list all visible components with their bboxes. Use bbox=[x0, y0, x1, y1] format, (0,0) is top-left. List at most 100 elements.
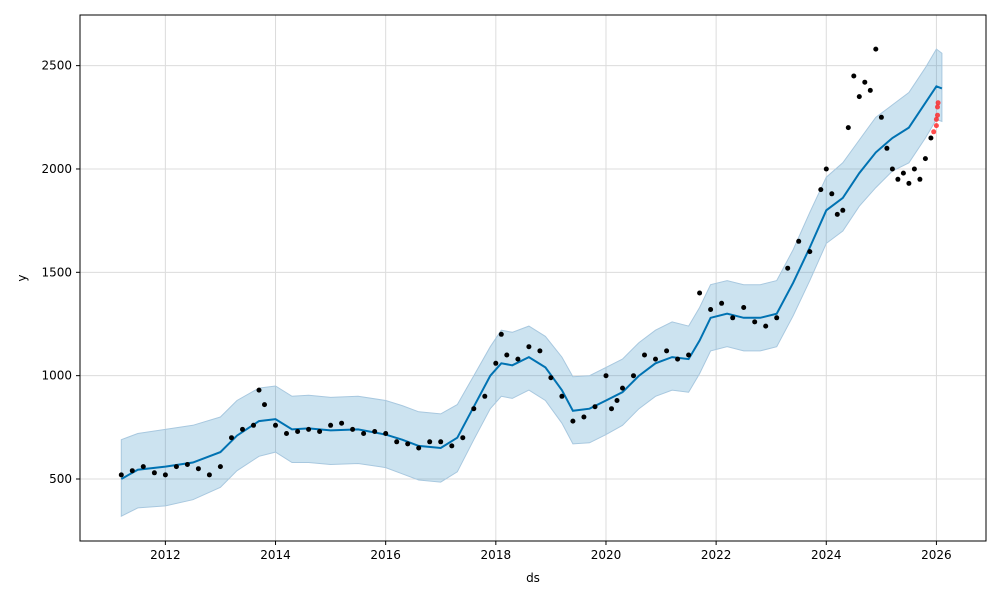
actual-point bbox=[449, 443, 455, 449]
forecast-line bbox=[120, 85, 943, 480]
actual-point bbox=[614, 398, 620, 403]
actual-point bbox=[785, 265, 791, 271]
actual-point bbox=[856, 94, 862, 100]
actual-point bbox=[878, 114, 884, 120]
actual-point bbox=[394, 439, 400, 445]
actual-point bbox=[796, 238, 802, 244]
actual-point bbox=[306, 426, 312, 432]
actual-point bbox=[438, 439, 444, 445]
actual-point bbox=[416, 445, 422, 451]
actual-point bbox=[653, 356, 658, 362]
actual-point bbox=[900, 170, 906, 176]
recent-point bbox=[931, 129, 937, 135]
actual-point bbox=[631, 373, 636, 379]
actual-point bbox=[140, 464, 146, 470]
actual-point bbox=[498, 331, 504, 337]
actual-point bbox=[911, 166, 917, 172]
actual-point bbox=[504, 352, 510, 358]
actual-point bbox=[906, 180, 912, 186]
actual-point bbox=[273, 422, 278, 428]
actual-point bbox=[526, 344, 532, 350]
actual-point bbox=[675, 356, 681, 362]
recent-point bbox=[933, 116, 939, 122]
actual-point bbox=[256, 387, 262, 393]
actual-point bbox=[867, 87, 873, 93]
actual-point bbox=[664, 348, 670, 354]
actual-point bbox=[350, 426, 356, 432]
actual-point bbox=[917, 176, 923, 182]
actual-point bbox=[173, 464, 179, 470]
actual-point bbox=[217, 464, 223, 470]
actual-point bbox=[834, 211, 840, 217]
y-axis-label: y bbox=[15, 274, 29, 281]
y-tick-label: 1500 bbox=[41, 265, 72, 279]
actual-point bbox=[928, 135, 934, 141]
actual-point bbox=[195, 466, 201, 472]
recent-point bbox=[935, 100, 941, 106]
x-tick-label: 2012 bbox=[150, 548, 181, 562]
actual-point bbox=[537, 348, 543, 354]
x-tick-label: 2022 bbox=[701, 548, 732, 562]
x-tick-label: 2014 bbox=[260, 548, 291, 562]
actual-point bbox=[559, 393, 565, 399]
actual-point bbox=[774, 315, 780, 321]
x-axis-ticks: 2012 2014 2016 2018 2020 2022 2024 2026 bbox=[150, 541, 952, 562]
actual-point bbox=[383, 431, 389, 436]
actual-point bbox=[229, 435, 234, 441]
uncertainty-band-layer bbox=[120, 48, 943, 518]
actual-point bbox=[708, 307, 714, 312]
actual-point bbox=[752, 319, 758, 325]
actual-point bbox=[284, 431, 289, 436]
x-tick-label: 2026 bbox=[921, 548, 952, 562]
actual-point bbox=[162, 472, 168, 478]
actual-point bbox=[686, 352, 692, 358]
grid-layer bbox=[80, 15, 986, 541]
actual-point bbox=[620, 385, 625, 391]
actual-point bbox=[592, 404, 598, 410]
actual-point bbox=[482, 393, 488, 399]
actual-point bbox=[206, 472, 212, 478]
actual-point bbox=[328, 422, 334, 428]
x-tick-label: 2016 bbox=[370, 548, 401, 562]
actual-point bbox=[515, 356, 521, 362]
actual-point bbox=[889, 166, 895, 172]
actual-point bbox=[840, 207, 846, 213]
actual-point bbox=[184, 462, 190, 467]
forecast-line-layer bbox=[120, 85, 943, 480]
actual-point bbox=[262, 402, 267, 408]
actual-point bbox=[741, 305, 747, 310]
actual-point bbox=[873, 46, 879, 52]
actual-point bbox=[642, 352, 647, 358]
actual-point bbox=[851, 73, 857, 79]
actual-point bbox=[581, 414, 587, 420]
actual-point bbox=[240, 426, 245, 432]
x-tick-label: 2020 bbox=[591, 548, 622, 562]
y-tick-label: 2000 bbox=[41, 162, 72, 176]
actual-point bbox=[823, 166, 829, 172]
actual-point bbox=[251, 422, 256, 428]
actual-point bbox=[372, 429, 378, 434]
y-tick-label: 2500 bbox=[41, 59, 72, 73]
actual-point bbox=[295, 429, 301, 434]
actual-point bbox=[361, 431, 367, 436]
recent-point bbox=[935, 112, 940, 118]
actual-point bbox=[862, 79, 868, 85]
actual-point bbox=[471, 406, 477, 412]
actual-point bbox=[460, 435, 466, 441]
actual-point bbox=[609, 406, 614, 412]
y-tick-label: 1000 bbox=[41, 369, 72, 383]
actual-point bbox=[405, 441, 411, 447]
recent-point bbox=[935, 104, 940, 110]
actual-point bbox=[763, 323, 769, 329]
actual-point bbox=[548, 375, 554, 381]
actual-point bbox=[807, 249, 813, 255]
actual-point bbox=[570, 418, 576, 424]
actual-point bbox=[697, 290, 703, 296]
actual-point bbox=[719, 300, 725, 306]
actual-point bbox=[884, 145, 890, 151]
actual-point bbox=[730, 315, 736, 321]
actual-point bbox=[603, 373, 609, 379]
actual-point bbox=[895, 176, 901, 182]
